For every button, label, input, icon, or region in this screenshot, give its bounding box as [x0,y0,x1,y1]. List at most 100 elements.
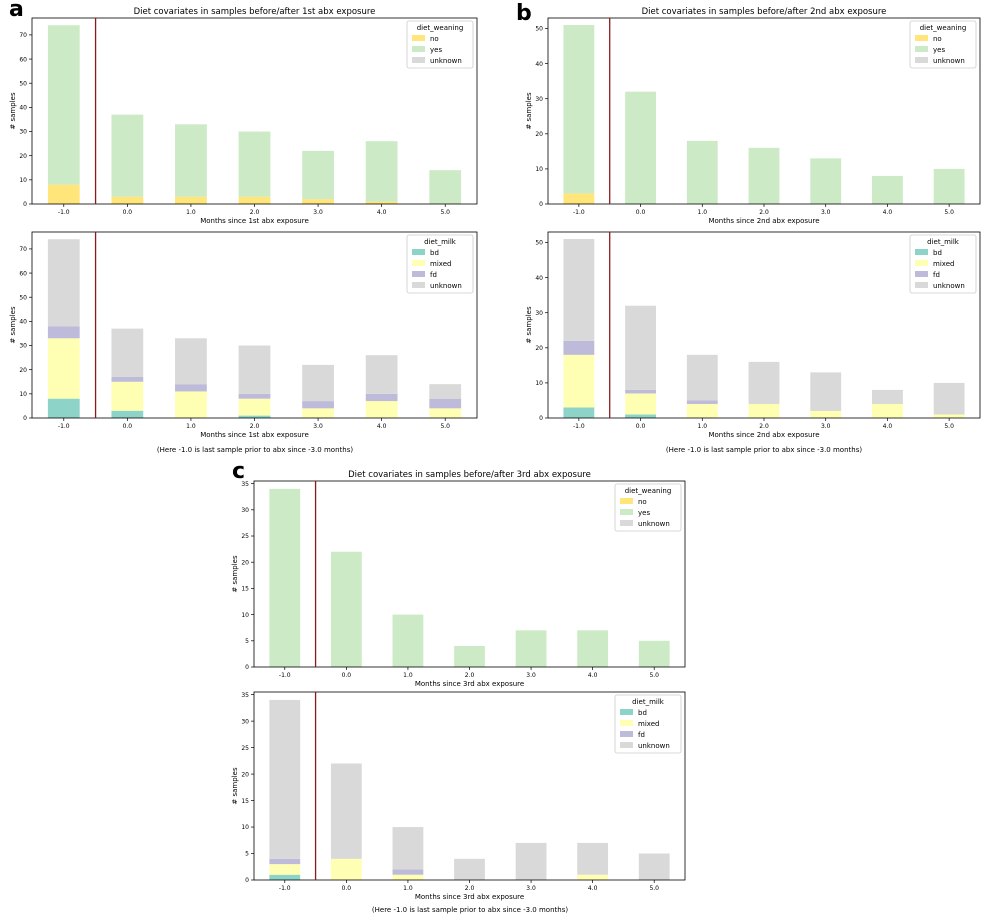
bar-mixed-1.0 [175,391,207,418]
y-tick-label: 5 [245,851,249,858]
chart-title: Diet covariates in samples before/after … [134,7,376,17]
panel-c-note: (Here -1.0 is last sample prior to abx s… [372,906,568,914]
bar-bd-0.0 [625,414,656,418]
y-tick-label: 50 [535,26,543,33]
legend-swatch-unknown [915,282,928,288]
bar-unknown-3.0 [302,364,334,402]
y-tick-label: 0 [23,415,27,422]
bar-no-0.0 [111,196,144,204]
bar-unknown-2.0 [238,345,271,394]
x-tick-label: 1.0 [186,423,196,430]
x-tick-label: 0.0 [342,672,352,679]
x-axis-label: Months since 3rd abx exposure [415,680,524,688]
legend-box [406,20,474,69]
bar-unknown-0.0 [111,328,144,377]
charts-group: Diet covariates in samples before/after … [9,7,981,901]
panel-letter-c: c [232,459,245,484]
bar-mixed-5.0 [933,414,965,418]
x-tick-label: 4.0 [377,209,387,216]
bar-unknown--1.0 [47,239,80,327]
legend-label-fd: fd [933,271,940,279]
bar-mixed-2.0 [238,398,271,416]
legend-title: diet_milk [424,238,457,246]
panel-a-note: (Here -1.0 is last sample prior to abx s… [157,446,353,454]
bar-yes-2.0 [454,646,485,667]
x-tick-label: 2.0 [465,672,475,679]
bar-yes-4.0 [577,630,609,667]
x-tick-label: 3.0 [821,209,831,216]
x-axis-label: Months since 1st abx exposure [200,431,309,439]
y-tick-label: 30 [241,718,249,725]
bar-no--1.0 [563,193,595,204]
x-tick-label: 0.0 [636,209,646,216]
bar-unknown-4.0 [577,842,609,875]
y-tick-label: 25 [241,745,249,752]
x-tick-label: 2.0 [759,209,769,216]
legend-swatch-no [620,498,633,504]
bar-no-3.0 [302,199,334,204]
x-tick-label: 3.0 [526,885,536,892]
x-tick-label: 4.0 [883,423,893,430]
bar-yes-1.0 [686,140,718,204]
x-tick-label: -1.0 [279,885,291,892]
bar-unknown-1.0 [175,338,207,385]
x-tick-label: 0.0 [123,209,133,216]
x-tick-label: 1.0 [403,885,413,892]
bar-mixed-4.0 [365,401,398,418]
y-tick-label: 40 [535,275,543,282]
legend-swatch-fd [620,731,633,737]
x-tick-label: 4.0 [588,885,598,892]
chart-a-top: Diet covariates in samples before/after … [9,7,478,225]
x-tick-label: 5.0 [649,885,659,892]
bar-yes-5.0 [429,170,462,204]
bar-fd--1.0 [47,326,80,339]
bar-unknown-0.0 [625,305,656,390]
y-tick-label: 30 [535,310,543,317]
y-tick-label: 15 [241,798,249,805]
legend-swatch-unknown [620,520,633,526]
legend-label-bd: bd [933,249,942,257]
bar-mixed-5.0 [429,408,462,418]
x-tick-label: 2.0 [759,423,769,430]
legend-swatch-bd [412,249,425,255]
bar-fd-0.0 [111,376,144,382]
x-tick-label: 4.0 [883,209,893,216]
y-tick-label: 40 [19,319,27,326]
x-axis-label: Months since 2nd abx exposure [708,431,819,439]
y-axis-label: # samples [231,555,239,593]
bar-yes-5.0 [933,168,965,204]
bar-bd-2.0 [238,415,271,418]
y-tick-label: 10 [19,391,27,398]
bar-unknown-0.0 [330,763,362,859]
chart-b-bottom: 0 10 20 30 40 50 -1.0 0.0 1.0 2.0 3.0 4.0 5.0 Months … [525,231,981,439]
bar-yes-3.0 [302,150,334,200]
legend-label-bd: bd [430,249,439,257]
bar-yes-0.0 [625,91,656,204]
bar-fd-1.0 [392,869,424,875]
panel-letter-b: b [516,1,532,26]
legend-swatch-bd [620,709,633,715]
y-tick-label: 40 [19,105,27,112]
legend-box [614,483,682,532]
legend-swatch-unknown [412,282,425,288]
y-tick-label: 70 [19,246,27,253]
y-tick-label: 20 [241,771,249,778]
bar-yes-2.0 [238,131,271,197]
legend-title: diet_weaning [625,487,672,495]
bar-fd-1.0 [686,400,718,404]
bar-unknown-3.0 [810,372,842,411]
x-tick-label: 1.0 [698,209,708,216]
bar-bd--1.0 [563,407,595,418]
legend-label-no: no [933,35,942,43]
y-axis-label: # samples [231,767,239,805]
y-tick-label: 10 [19,177,27,184]
legend-label-unknown: unknown [933,57,965,65]
bar-fd-3.0 [302,401,334,409]
y-tick-label: 35 [241,481,249,488]
legend-label-no: no [638,498,647,506]
